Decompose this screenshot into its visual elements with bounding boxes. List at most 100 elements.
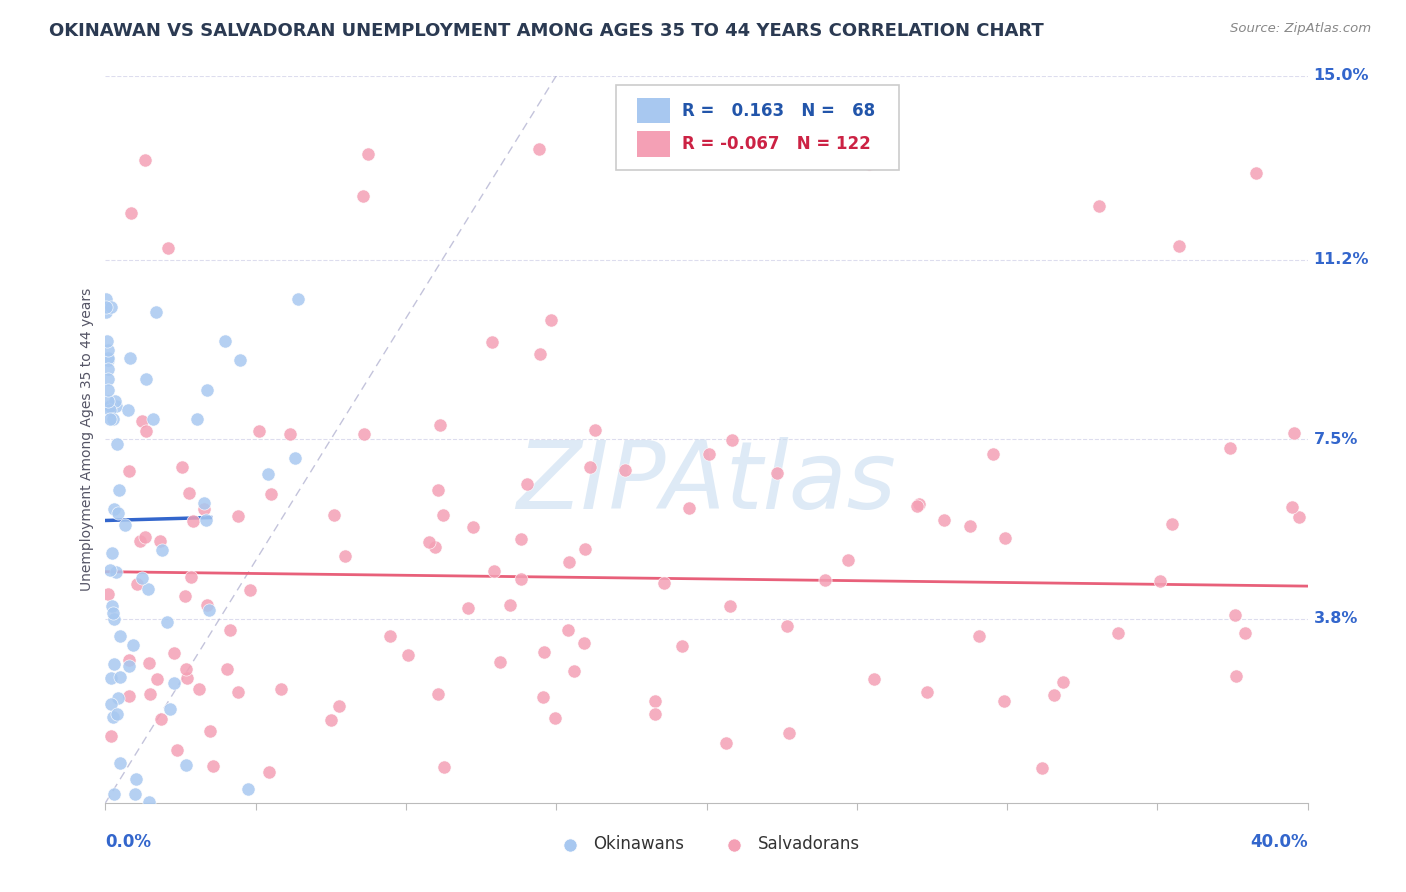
Point: [481, 334, 503, 349]
Point: [280, 427, 302, 442]
Legend: Okinawans, Salvadorans: Okinawans, Salvadorans: [547, 829, 866, 860]
Point: [284, 450, 307, 465]
Point: [544, 711, 567, 725]
Point: [959, 519, 981, 533]
Point: [509, 572, 531, 586]
Point: [967, 629, 990, 643]
Point: [118, 653, 141, 667]
Point: [905, 499, 928, 513]
Point: [103, 657, 125, 672]
Text: R = -0.067   N = 122: R = -0.067 N = 122: [682, 136, 872, 153]
Point: [146, 672, 169, 686]
Point: [714, 735, 737, 749]
Point: [247, 425, 270, 439]
Point: [97, 372, 120, 386]
Point: [103, 612, 125, 626]
Point: [425, 540, 447, 554]
Text: OKINAWAN VS SALVADORAN UNEMPLOYMENT AMONG AGES 35 TO 44 YEARS CORRELATION CHART: OKINAWAN VS SALVADORAN UNEMPLOYMENT AMON…: [49, 22, 1045, 40]
Point: [101, 606, 124, 620]
Text: 7.5%: 7.5%: [1313, 432, 1358, 447]
Point: [993, 694, 1015, 708]
Point: [558, 555, 581, 569]
Point: [181, 514, 204, 528]
Point: [97, 351, 120, 365]
Point: [108, 756, 131, 770]
Point: [104, 394, 127, 409]
Point: [697, 447, 720, 461]
Text: 15.0%: 15.0%: [1313, 69, 1369, 83]
Point: [180, 570, 202, 584]
Point: [177, 486, 200, 500]
Text: Source: ZipAtlas.com: Source: ZipAtlas.com: [1230, 22, 1371, 36]
Point: [117, 689, 139, 703]
Point: [138, 688, 160, 702]
Point: [136, 582, 159, 596]
Point: [352, 189, 374, 203]
Point: [121, 639, 143, 653]
Point: [94, 293, 117, 307]
Point: [578, 460, 600, 475]
Point: [108, 629, 131, 643]
Point: [201, 759, 224, 773]
Point: [983, 447, 1005, 461]
Point: [353, 427, 375, 442]
Point: [166, 742, 188, 756]
Point: [229, 352, 252, 367]
Point: [134, 153, 156, 168]
Point: [527, 142, 550, 156]
Point: [97, 399, 120, 413]
Point: [120, 205, 142, 219]
Point: [105, 565, 128, 579]
Point: [100, 671, 122, 685]
Point: [1043, 688, 1066, 702]
Point: [193, 502, 215, 516]
Point: [1052, 675, 1074, 690]
Point: [98, 402, 121, 417]
Point: [228, 509, 250, 524]
Point: [644, 694, 666, 708]
Point: [1282, 426, 1305, 441]
Point: [97, 362, 120, 376]
Point: [114, 518, 136, 533]
Point: [108, 483, 131, 497]
Point: [97, 394, 120, 409]
Point: [105, 707, 128, 722]
Point: [135, 425, 157, 439]
Point: [138, 795, 160, 809]
Point: [1219, 441, 1241, 455]
Point: [193, 496, 215, 510]
Point: [270, 681, 292, 696]
Point: [101, 599, 124, 613]
Point: [814, 573, 837, 587]
Point: [1107, 626, 1129, 640]
Point: [457, 601, 479, 615]
Point: [129, 534, 152, 549]
Point: [198, 724, 221, 739]
Point: [103, 787, 125, 801]
Point: [259, 765, 281, 780]
Point: [131, 571, 153, 585]
Point: [214, 334, 236, 349]
Point: [858, 156, 880, 170]
Point: [239, 582, 262, 597]
Point: [125, 772, 148, 786]
Point: [108, 670, 131, 684]
Bar: [637, 97, 671, 123]
Point: [156, 615, 179, 629]
Point: [1161, 516, 1184, 531]
Point: [260, 486, 283, 500]
Point: [150, 712, 173, 726]
Point: [124, 787, 146, 801]
Point: [908, 497, 931, 511]
Point: [100, 729, 122, 743]
Point: [429, 417, 451, 432]
Point: [775, 619, 797, 633]
Point: [1167, 239, 1189, 253]
Point: [510, 532, 533, 546]
Point: [174, 662, 197, 676]
Text: ZIPAtlas: ZIPAtlas: [516, 437, 897, 528]
Point: [778, 726, 800, 740]
Point: [188, 681, 211, 696]
Point: [228, 685, 250, 699]
Point: [107, 506, 129, 520]
